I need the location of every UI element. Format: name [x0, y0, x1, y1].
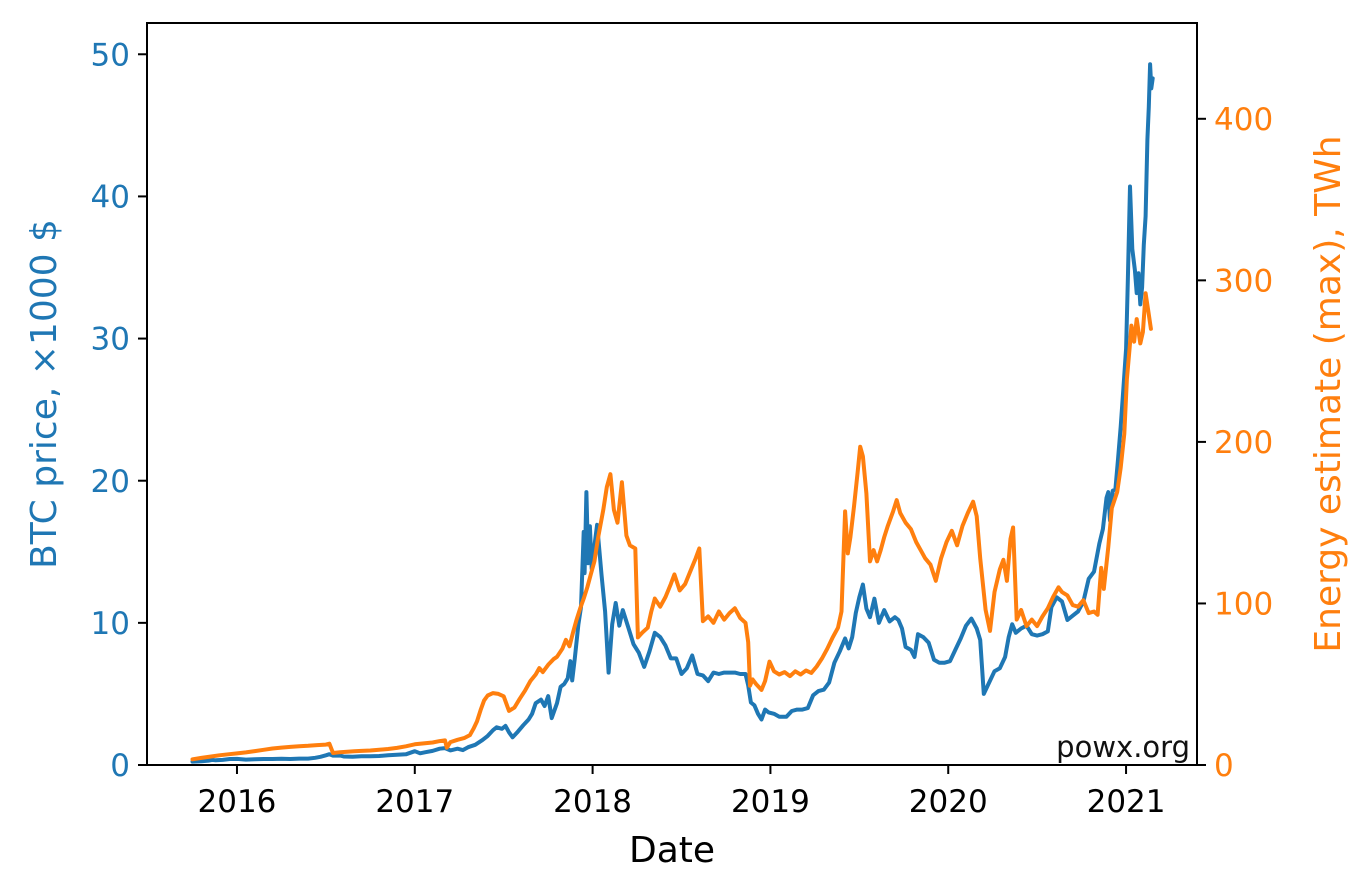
right-tick-label: 300 — [1214, 264, 1273, 300]
right-axis-label: Energy estimate (max), TWh — [1308, 135, 1349, 652]
right-tick-label: 400 — [1214, 102, 1273, 138]
left-tick-label: 40 — [91, 180, 130, 216]
left-tick-label: 20 — [91, 464, 130, 500]
right-tick-label: 200 — [1214, 425, 1273, 461]
x-tick-label: 2016 — [198, 784, 277, 820]
x-tick-label: 2018 — [553, 784, 632, 820]
btc-price-line — [190, 62, 1155, 764]
left-tick-label: 10 — [91, 606, 130, 642]
x-tick-label: 2017 — [375, 784, 454, 820]
x-tick-label: 2019 — [731, 784, 810, 820]
right-tick-label: 100 — [1214, 587, 1273, 623]
left-axis-label: BTC price, ×1000 $ — [24, 219, 65, 569]
left-tick-label: 30 — [91, 322, 130, 358]
x-tick-label: 2020 — [909, 784, 988, 820]
x-tick-label: 2021 — [1087, 784, 1166, 820]
plot-frame — [146, 22, 1198, 766]
left-tick-label: 50 — [91, 37, 130, 73]
watermark-annotation: powx.org — [1056, 730, 1190, 764]
x-axis-label: Date — [629, 830, 715, 871]
right-tick-label: 0 — [1214, 748, 1234, 784]
right-axis-ticks: 0 100 200 300 400 — [1197, 102, 1273, 784]
energy-estimate-line — [190, 291, 1153, 762]
left-tick-label: 0 — [110, 748, 130, 784]
left-axis-ticks: 0 10 20 30 40 50 — [91, 37, 147, 784]
x-axis-ticks: 2016 2017 2018 2019 2020 2021 — [198, 765, 1166, 820]
